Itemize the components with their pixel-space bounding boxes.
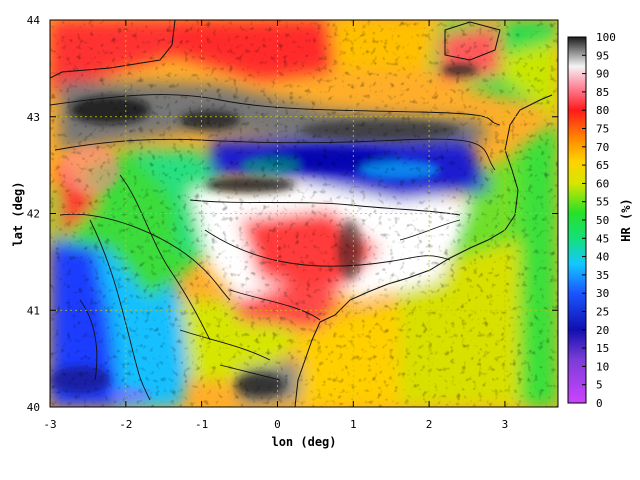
x-tick-label: 3	[502, 418, 509, 431]
colorbar-ticks: 0 5 10 15 20 25 30 35 40 45 50 55 60 65 70 75 80 85 90 95 10…	[582, 31, 616, 410]
terrain-contours	[50, 94, 501, 401]
x-tick-label: -2	[119, 418, 132, 431]
colorbar-tick-label: 95	[596, 49, 609, 62]
colorbar-tick-label: 85	[596, 86, 609, 99]
colorbar-tick-label: 30	[596, 287, 609, 300]
y-tick-label: 42	[27, 208, 40, 221]
x-axis: -3 -2 -1 0 1 2 3	[43, 20, 508, 431]
colorbar-tick-label: 0	[596, 397, 603, 410]
x-tick-label: -1	[195, 418, 208, 431]
y-axis-title: lat (deg)	[11, 181, 25, 246]
colorbar-tick-label: 80	[596, 104, 609, 117]
y-tick-label: 43	[27, 111, 40, 124]
y-tick-label: 41	[27, 304, 40, 317]
x-axis-title: lon (deg)	[271, 435, 336, 449]
colorbar-tick-label: 25	[596, 306, 609, 319]
field-texture	[50, 20, 558, 407]
x-tick-label: 2	[426, 418, 433, 431]
colorbar-tick-label: 60	[596, 177, 609, 190]
colorbar-tick-label: 50	[596, 214, 609, 227]
colorbar-title: HR (%)	[619, 198, 633, 241]
x-tick-label: 1	[350, 418, 357, 431]
colorbar-tick-label: 15	[596, 342, 609, 355]
coastline-south	[294, 321, 321, 407]
coastline	[319, 94, 553, 323]
coastline-north	[50, 20, 176, 79]
colorbar-tick-label: 90	[596, 68, 609, 81]
y-axis: 40 41 42 43 44	[27, 14, 558, 414]
colorbar-tick-label: 75	[596, 123, 609, 136]
humidity-field	[50, 20, 558, 407]
colorbar-tick-label: 70	[596, 141, 609, 154]
y-tick-label: 44	[27, 14, 41, 27]
colorbar-tick-label: 100	[596, 31, 616, 44]
colorbar-tick-label: 40	[596, 251, 609, 264]
island-outline	[444, 21, 501, 61]
x-tick-label: -3	[43, 418, 56, 431]
colorbar-tick-label: 65	[596, 159, 609, 172]
colorbar-tick-label: 35	[596, 269, 609, 282]
y-tick-label: 40	[27, 401, 40, 414]
colorbar-tick-label: 20	[596, 324, 609, 337]
colorbar-tick-label: 10	[596, 360, 609, 373]
colorbar-tick-label: 55	[596, 196, 609, 209]
x-tick-label: 0	[274, 418, 281, 431]
colorbar-tick-label: 5	[596, 379, 603, 392]
colorbar-tick-label: 45	[596, 232, 609, 245]
